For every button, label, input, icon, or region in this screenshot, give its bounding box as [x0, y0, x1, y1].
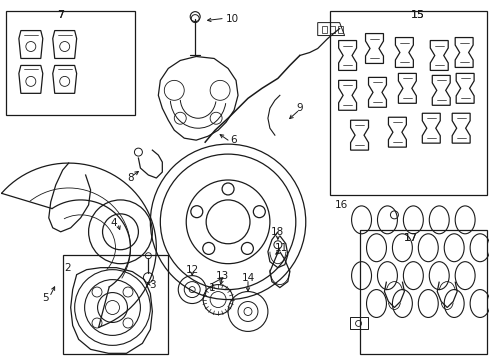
Bar	[338, 26, 343, 32]
Bar	[6, 11, 135, 115]
Text: 4: 4	[110, 218, 117, 228]
Text: 13: 13	[216, 271, 229, 281]
Text: 7: 7	[57, 10, 64, 20]
Text: 17: 17	[404, 233, 418, 243]
Text: 11: 11	[275, 243, 289, 253]
Text: 6: 6	[231, 135, 237, 145]
Text: 14: 14	[242, 273, 255, 283]
Text: 15: 15	[410, 10, 424, 20]
Text: 12: 12	[186, 265, 199, 275]
Text: 9: 9	[296, 103, 303, 113]
Text: 7: 7	[57, 10, 64, 20]
Text: 18: 18	[271, 227, 285, 237]
Text: 3: 3	[149, 280, 156, 289]
Text: 1: 1	[209, 283, 216, 293]
Bar	[322, 26, 327, 32]
Text: 2: 2	[64, 263, 71, 273]
Text: 17: 17	[404, 233, 418, 243]
Text: 5: 5	[43, 293, 49, 302]
Text: 8: 8	[127, 173, 134, 183]
Bar	[330, 11, 487, 195]
Text: 16: 16	[335, 200, 348, 210]
Text: 15: 15	[410, 10, 424, 20]
Bar	[330, 26, 335, 32]
Text: 10: 10	[225, 14, 239, 24]
Bar	[360, 230, 487, 354]
Bar	[63, 255, 168, 354]
